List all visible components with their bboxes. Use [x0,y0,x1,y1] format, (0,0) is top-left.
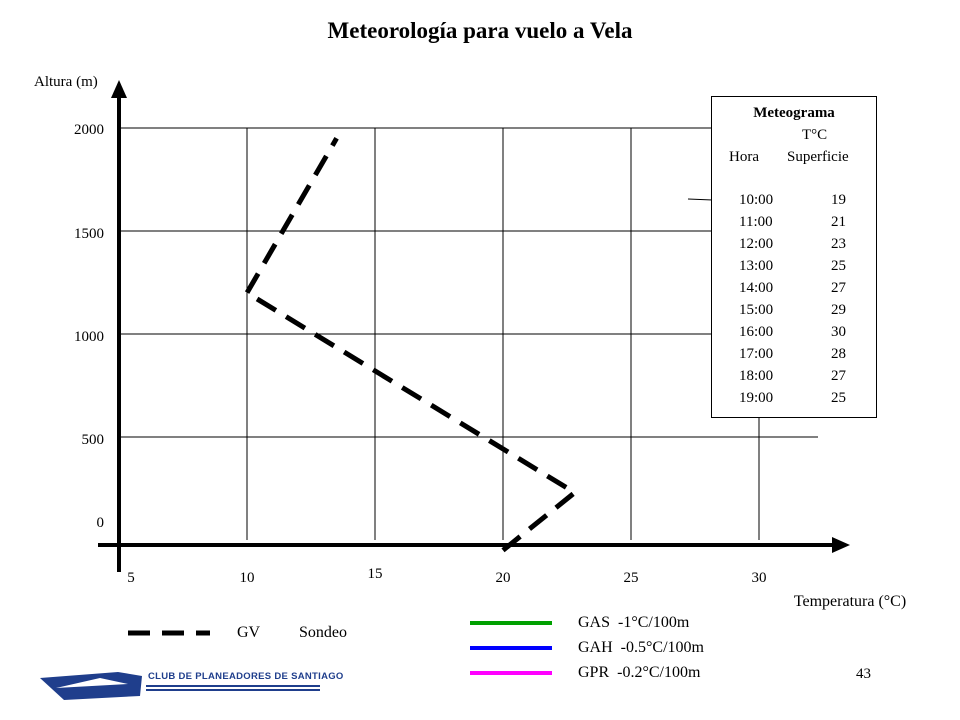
chart-title: Meteorología para vuelo a Vela [327,18,633,43]
series-line-sondeo [243,137,580,553]
meteograma-temp: 29 [831,302,846,318]
x-axis-label: Temperatura (°C) [793,593,907,610]
meteograma-title: Meteograma [753,105,835,121]
meteograma-temp: 25 [831,390,846,406]
meteograma-temp: 25 [831,258,846,274]
meteograma-col-hora: Hora [729,149,759,165]
y-tick-2000: 2000 [74,122,104,138]
meteograma-temp: 30 [831,324,846,340]
meteograma-hora: 15:00 [739,302,774,318]
club-logo-text: CLUB DE PLANEADORES DE SANTIAGO [148,671,344,682]
meteograma-hora: 16:00 [739,324,774,340]
legend-gradient-label: GPR -0.2°C/100m [578,664,701,681]
chart-series [243,137,580,553]
meteograma-temp: 23 [831,236,846,252]
x-tick-25: 25 [623,570,639,586]
x-tick-30: 30 [751,570,767,586]
meteograma-unit: T°C [802,127,828,143]
y-axis-label: Altura (m) [34,74,98,90]
meteograma-row: 15:00 29 [712,302,876,324]
meteograma-row: 17:00 28 [712,346,876,368]
legend-lines [128,621,552,675]
x-tick-20: 20 [495,570,511,586]
meteograma-row: 10:00 19 [712,192,876,214]
meteograma-row: 12:00 23 [712,236,876,258]
meteograma-table: Meteograma T°C Hora Superficie 10:00 19 11… [711,96,877,418]
legend-gradient-label: GAS -1°C/100m [578,614,690,631]
meteograma-hora: 12:00 [739,236,774,252]
meteograma-row: 18:00 27 [712,368,876,390]
meteograma-temp: 27 [831,368,846,384]
meteograma-temp: 27 [831,280,846,296]
meteograma-row: 16:00 30 [712,324,876,346]
meteograma-hora: 19:00 [739,390,774,406]
meteograma-row: 11:00 21 [712,214,876,236]
legend-sondeo-label: Sondeo [299,624,347,641]
meteograma-hora: 14:00 [739,280,774,296]
meteograma-temp: 19 [831,192,846,208]
club-logo [40,672,320,700]
meteograma-col-superficie: Superficie [787,149,849,165]
meteograma-hora: 10:00 [739,192,774,208]
meteograma-row: 13:00 25 [712,258,876,280]
meteograma-temp: 21 [831,214,846,230]
y-tick-1000: 1000 [74,329,104,345]
meteograma-hora: 13:00 [739,258,774,274]
y-tick-0: 0 [96,515,105,531]
x-axis-arrow [832,537,850,553]
x-tick-5: 5 [127,570,135,586]
y-tick-500: 500 [81,432,105,448]
meteograma-hora: 18:00 [739,368,774,384]
y-tick-1500: 1500 [74,226,104,242]
meteograma-hora: 17:00 [739,346,774,362]
x-tick-10: 10 [239,570,255,586]
meteograma-hora: 11:00 [739,214,773,230]
legend-gv-label: GV [237,624,261,641]
meteograma-row: 19:00 25 [712,390,876,412]
meteograma-temp: 28 [831,346,846,362]
meteograma-row: 14:00 27 [712,280,876,302]
x-tick-15: 15 [367,566,383,582]
page-number: 43 [856,666,871,682]
legend-gradient-label: GAH -0.5°C/100m [578,639,704,656]
glider-icon [56,678,128,688]
y-axis-arrow [111,80,127,98]
